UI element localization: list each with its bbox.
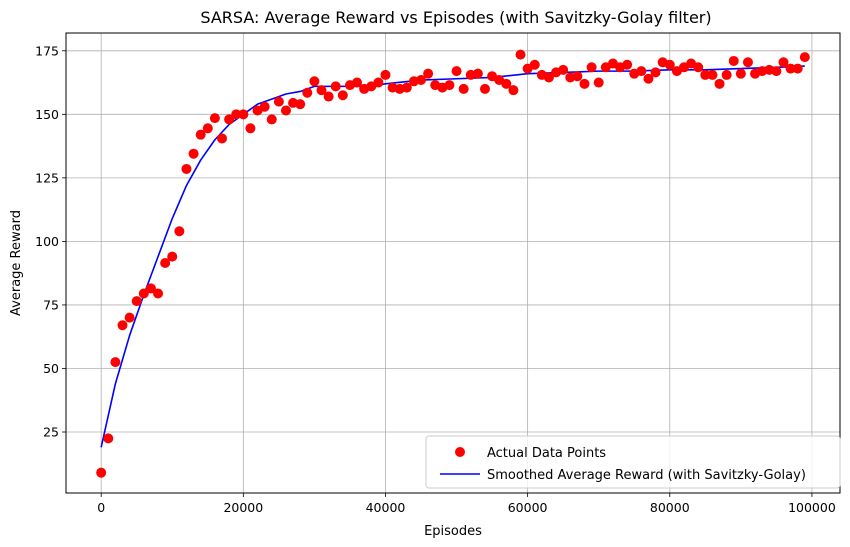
data-point	[579, 78, 590, 89]
legend: Actual Data Points Smoothed Average Rewa…	[425, 435, 841, 489]
plot-series	[96, 49, 810, 478]
data-point	[224, 114, 235, 125]
data-point	[245, 123, 256, 134]
data-point	[302, 87, 313, 98]
data-point	[373, 77, 384, 88]
data-point	[586, 62, 597, 73]
data-point	[209, 113, 220, 124]
legend-label-smoothed: Smoothed Average Reward (with Savitzky-G…	[487, 468, 806, 483]
data-point	[231, 109, 242, 120]
data-point	[501, 78, 512, 89]
data-point	[636, 66, 647, 77]
data-point	[380, 69, 391, 80]
data-point	[181, 163, 192, 174]
data-point	[643, 73, 654, 84]
y-tick-label: 75	[43, 297, 59, 312]
data-point	[138, 288, 149, 299]
data-point	[735, 68, 746, 79]
data-point	[472, 68, 483, 79]
data-point	[96, 467, 107, 478]
x-axis-label: Episodes	[424, 524, 482, 539]
x-tick-label: 60000	[508, 500, 548, 515]
data-point	[714, 78, 725, 89]
grid	[66, 33, 840, 493]
plot-frame	[65, 32, 841, 494]
data-point	[124, 312, 135, 323]
data-point	[259, 101, 270, 112]
data-point	[622, 59, 633, 70]
data-point	[721, 69, 732, 80]
data-point	[650, 67, 661, 78]
data-point	[423, 68, 434, 79]
data-point	[330, 81, 341, 92]
data-point	[153, 288, 164, 299]
data-point	[266, 114, 277, 125]
data-point	[792, 63, 803, 74]
data-point	[529, 59, 540, 70]
data-point	[742, 57, 753, 68]
data-point	[543, 72, 554, 83]
data-point	[479, 83, 490, 94]
data-point	[323, 91, 334, 102]
data-point	[444, 80, 455, 91]
legend-marker-actual	[455, 447, 465, 457]
y-tick-label: 50	[43, 361, 59, 376]
data-point	[664, 59, 675, 70]
data-point	[316, 85, 327, 96]
y-tick-label: 125	[35, 170, 59, 185]
data-point	[416, 75, 427, 86]
data-point	[572, 71, 583, 82]
data-point	[593, 77, 604, 88]
y-tick-label: 25	[43, 425, 59, 440]
x-tick-label: 0	[97, 500, 105, 515]
data-point	[778, 57, 789, 68]
data-point	[174, 226, 185, 237]
data-point	[337, 90, 348, 101]
data-point	[103, 433, 114, 444]
data-point	[273, 96, 284, 107]
legend-box	[425, 435, 841, 489]
data-point	[451, 66, 462, 77]
y-axis-label: Average Reward	[9, 210, 24, 316]
data-point	[799, 52, 810, 63]
data-point	[202, 123, 213, 134]
data-point	[458, 83, 469, 94]
data-point	[771, 66, 782, 77]
data-point	[401, 82, 412, 93]
x-tick-label: 20000	[223, 500, 263, 515]
ticks: 0 20000 40000 60000 80000 100000 25 50 75 100 125 1…	[35, 43, 836, 515]
data-point	[728, 55, 739, 66]
data-point	[352, 77, 363, 88]
data-point	[160, 258, 171, 268]
chart-title: SARSA: Average Reward vs Episodes (with …	[200, 8, 711, 27]
data-point	[167, 251, 178, 262]
data-point	[785, 63, 796, 74]
x-tick-label: 40000	[366, 500, 406, 515]
data-point	[110, 357, 121, 368]
data-point	[195, 129, 206, 140]
data-point	[700, 69, 711, 80]
data-point	[515, 49, 526, 60]
data-point	[693, 62, 704, 73]
data-point	[280, 105, 291, 116]
y-tick-label: 150	[35, 107, 59, 122]
data-point	[188, 148, 199, 159]
data-point	[238, 109, 249, 120]
data-point	[145, 283, 156, 294]
data-point	[117, 320, 128, 331]
data-point	[508, 85, 519, 96]
data-point	[558, 64, 569, 75]
data-point	[295, 99, 306, 110]
legend-label-actual: Actual Data Points	[487, 446, 606, 461]
data-point	[217, 133, 228, 144]
data-point	[309, 76, 320, 87]
x-tick-label: 80000	[650, 500, 690, 515]
y-tick-label: 175	[35, 43, 59, 58]
x-tick-label: 100000	[788, 500, 836, 515]
data-point	[707, 69, 718, 80]
y-tick-label: 100	[35, 234, 59, 249]
data-point	[131, 296, 142, 307]
